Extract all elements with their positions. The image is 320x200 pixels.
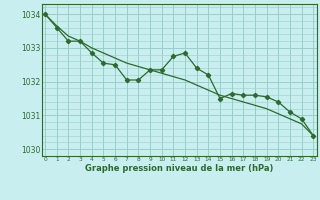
X-axis label: Graphe pression niveau de la mer (hPa): Graphe pression niveau de la mer (hPa) (85, 164, 273, 173)
